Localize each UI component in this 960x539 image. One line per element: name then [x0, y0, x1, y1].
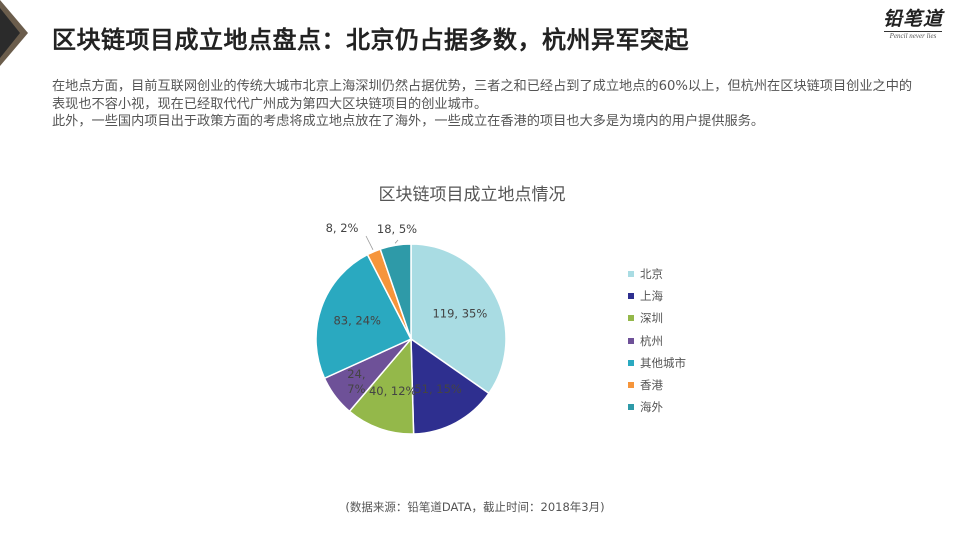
- legend-swatch-3: [628, 315, 634, 322]
- legend-item-5: 其他城市: [628, 352, 686, 374]
- legend-item-2: 上海: [628, 285, 686, 307]
- description-paragraph-2: 此外，一些国内项目出于政策方面的考虑将成立地点放在了海外，一些成立在香港的项目也…: [52, 114, 765, 129]
- description: 在地点方面，目前互联网创业的传统大城市北京上海深圳仍然占据优势，三者之和已经占到…: [52, 78, 922, 131]
- legend-label-5: 其他城市: [640, 355, 686, 370]
- pie-data-label-4-percent: 7%: [347, 382, 365, 396]
- legend-item-4: 杭州: [628, 330, 686, 352]
- legend-swatch-1: [628, 271, 634, 278]
- legend-swatch-7: [628, 404, 634, 411]
- pie-data-label-7: 18, 5%: [377, 222, 417, 236]
- legend-item-1: 北京: [628, 263, 686, 285]
- pie-slice-2: [410, 337, 490, 435]
- legend-label-6: 香港: [640, 378, 663, 393]
- pie-leader-line-6: [365, 235, 374, 250]
- legend-swatch-4: [628, 337, 634, 344]
- pie-leader-line-7: [394, 239, 399, 244]
- pie-slice-3: [348, 337, 415, 435]
- data-source-note: (数据来源：铅笔道DATA，截止时间：2018年3月): [0, 499, 960, 515]
- legend-swatch-5: [628, 359, 634, 366]
- pie-slice-5: [315, 253, 413, 380]
- chart-legend: 北京上海深圳杭州其他城市香港海外: [628, 263, 686, 418]
- legend-item-6: 香港: [628, 374, 686, 396]
- pie-data-label-4-value: 24,: [347, 367, 365, 381]
- legend-label-7: 海外: [640, 400, 663, 415]
- brand-logo: 铅笔道 Pencil never lies: [878, 8, 948, 42]
- pie-data-label-5: 83, 24%: [333, 313, 381, 327]
- data-source-text: (数据来源：铅笔道DATA，截止时间：2018年3月): [345, 500, 605, 514]
- pie-data-label-6: 8, 2%: [326, 221, 359, 235]
- logo-tagline: Pencil never lies: [889, 32, 937, 40]
- legend-item-7: 海外: [628, 396, 686, 418]
- pie-slice-7: [379, 243, 412, 340]
- legend-label-3: 深圳: [640, 311, 663, 326]
- pie-data-label-1: 119, 35%: [432, 307, 487, 321]
- legend-swatch-2: [628, 293, 634, 300]
- legend-label-4: 杭州: [640, 333, 663, 348]
- pie-slice-1: [410, 243, 507, 395]
- description-paragraph-1: 在地点方面，目前互联网创业的传统大城市北京上海深圳仍然占据优势，三者之和已经占到…: [52, 79, 913, 112]
- page-title: 区块链项目成立地点盘点：北京仍占据多数，杭州异军突起: [52, 26, 689, 54]
- chart-title-text: 区块链项目成立地点情况: [378, 185, 566, 205]
- logo-text: 铅笔道: [882, 8, 943, 30]
- legend-label-2: 上海: [640, 289, 663, 304]
- pie-data-label-2: 51, 15%: [414, 382, 462, 396]
- legend-label-1: 北京: [640, 267, 663, 282]
- corner-arrow-decoration: [0, 0, 28, 66]
- chart-title: 区块链项目成立地点情况: [0, 180, 960, 205]
- logo-underline: [884, 31, 942, 32]
- pie-data-label-3: 40, 12%: [369, 384, 417, 398]
- legend-swatch-6: [628, 382, 634, 389]
- legend-item-3: 深圳: [628, 307, 686, 329]
